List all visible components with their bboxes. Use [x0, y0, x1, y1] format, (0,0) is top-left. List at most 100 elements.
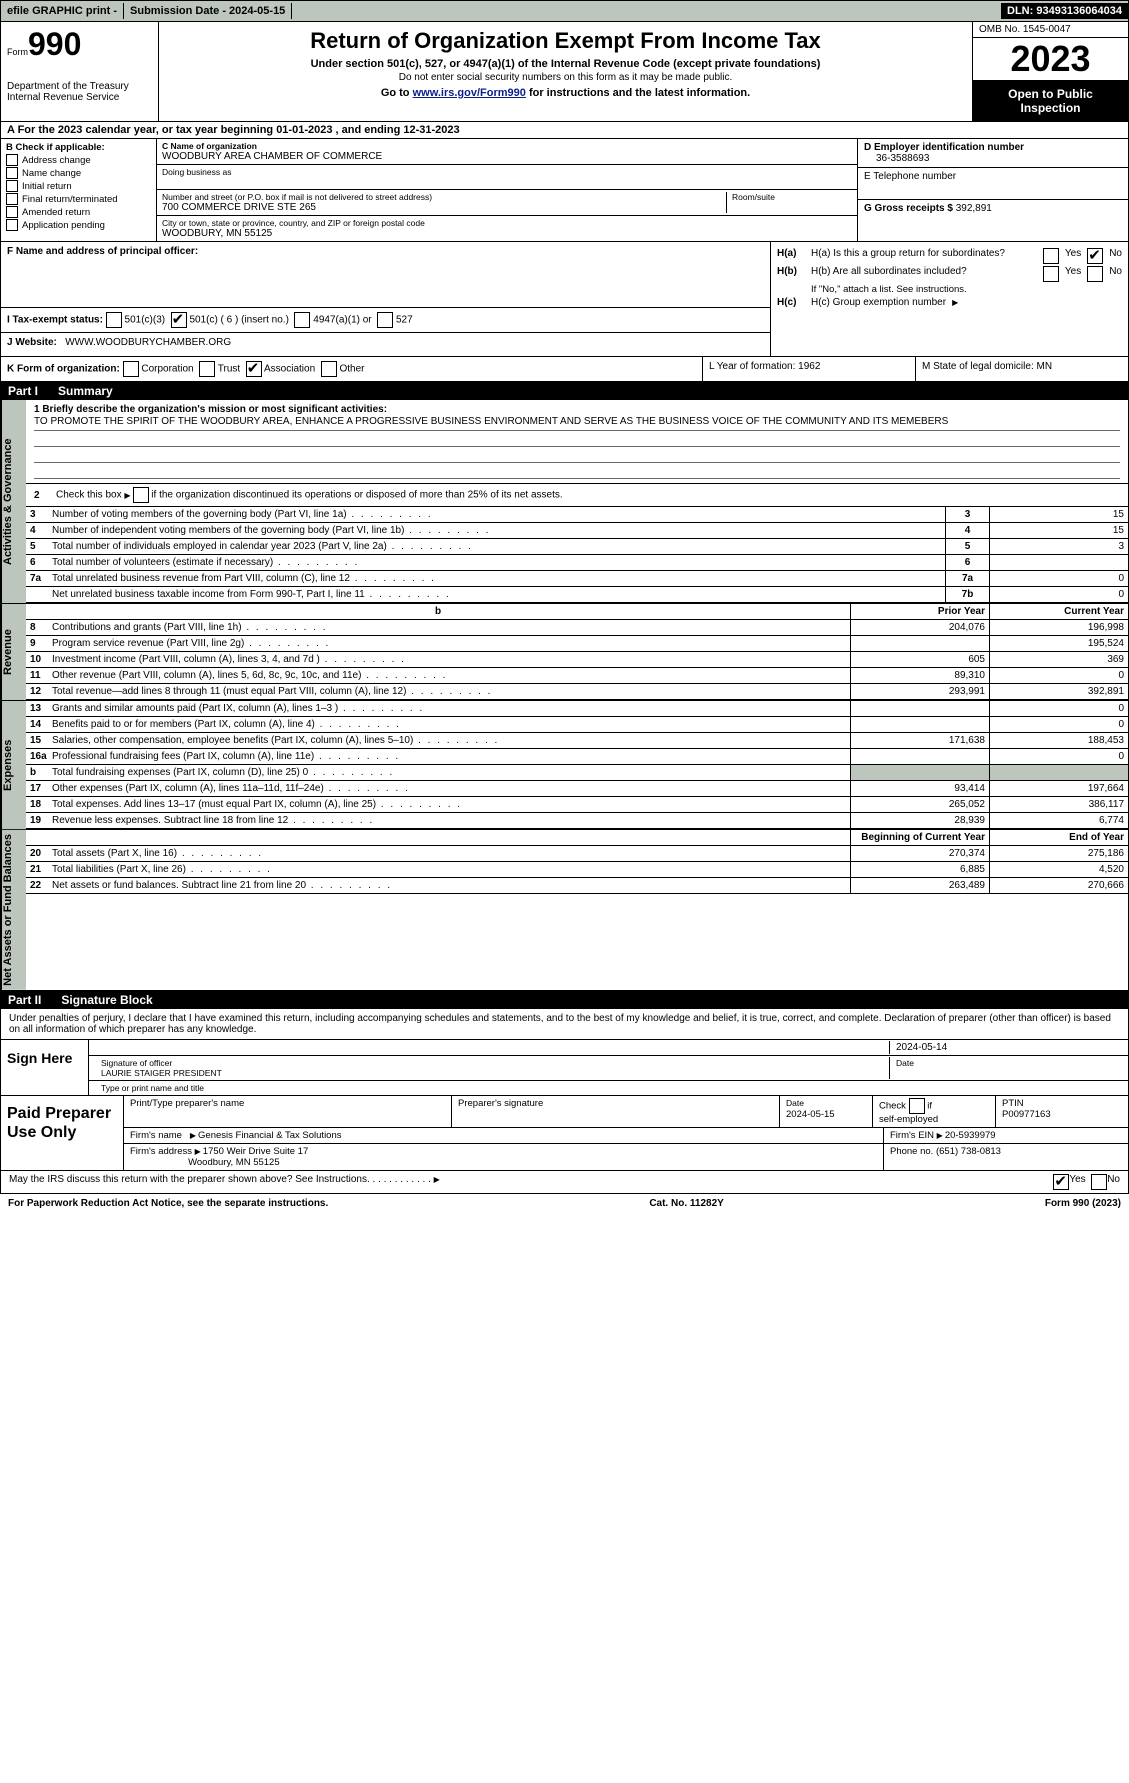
part-ii-title: Signature Block — [61, 993, 152, 1007]
paid-row-3: Firm's address 1750 Weir Drive Suite 17 … — [123, 1144, 1128, 1170]
cb-discontinued[interactable] — [133, 487, 149, 503]
firm-ein-cell: Firm's EIN 20-5939979 — [883, 1128, 1128, 1143]
omb-number: OMB No. 1545-0047 — [973, 22, 1128, 38]
expenses-body: 13Grants and similar amounts paid (Part … — [26, 701, 1128, 829]
cb-final-return[interactable]: Final return/terminated — [6, 193, 151, 205]
ha-line: H(a) H(a) Is this a group return for sub… — [777, 248, 1122, 264]
cb-address-change[interactable]: Address change — [6, 154, 151, 166]
table-row: 7aTotal unrelated business revenue from … — [26, 571, 1128, 587]
firm-addr-cell: Firm's address 1750 Weir Drive Suite 17 … — [123, 1144, 883, 1170]
cb-527[interactable] — [377, 312, 393, 328]
table-row: 4Number of independent voting members of… — [26, 523, 1128, 539]
irs-link[interactable]: www.irs.gov/Form990 — [413, 87, 526, 99]
org-name-label: C Name of organization — [162, 141, 852, 151]
hb-no[interactable] — [1087, 266, 1103, 282]
form-header: Form990 Department of the Treasury Inter… — [0, 22, 1129, 122]
hc-text: H(c) Group exemption number — [811, 297, 946, 308]
principal-officer-cell: F Name and address of principal officer:… — [1, 242, 770, 356]
j-label: J Website: — [7, 337, 57, 348]
expenses-table: 13Grants and similar amounts paid (Part … — [26, 701, 1128, 829]
col-c-org-info: C Name of organization WOODBURY AREA CHA… — [157, 139, 857, 241]
sign-here-label: Sign Here — [1, 1040, 88, 1095]
ha-text: H(a) Is this a group return for subordin… — [811, 248, 1037, 259]
table-row: 5Total number of individuals employed in… — [26, 539, 1128, 555]
goto-line: Go to www.irs.gov/Form990 for instructio… — [165, 87, 966, 99]
tel-label: E Telephone number — [864, 171, 1122, 182]
cb-501c[interactable] — [171, 312, 187, 328]
row-f-h: F Name and address of principal officer:… — [0, 242, 1129, 357]
discuss-yes[interactable] — [1053, 1174, 1069, 1190]
table-row: 19Revenue less expenses. Subtract line 1… — [26, 813, 1128, 829]
table-row: 17Other expenses (Part IX, column (A), l… — [26, 781, 1128, 797]
col-d-identifiers: D Employer identification number 36-3588… — [857, 139, 1128, 241]
cb-trust[interactable] — [199, 361, 215, 377]
table-row: 9Program service revenue (Part VIII, lin… — [26, 636, 1128, 652]
table-row: 6Total number of volunteers (estimate if… — [26, 555, 1128, 571]
addr-row: Number and street (or P.O. box if mail i… — [157, 190, 857, 216]
phone-cell: Phone no. (651) 738-0813 — [883, 1144, 1128, 1170]
revenue-table: b Prior Year Current Year 8Contributions… — [26, 604, 1128, 700]
cb-association[interactable] — [246, 361, 262, 377]
part-i-num: Part I — [8, 384, 38, 398]
discuss-row: May the IRS discuss this return with the… — [0, 1171, 1129, 1194]
ptin-cell: PTINP00977163 — [995, 1096, 1128, 1127]
table-row: Net unrelated business taxable income fr… — [26, 587, 1128, 603]
form-subtitle: Under section 501(c), 527, or 4947(a)(1)… — [165, 58, 966, 70]
hb-line: H(b) H(b) Are all subordinates included?… — [777, 266, 1122, 282]
cb-501c3[interactable] — [106, 312, 122, 328]
ha-no[interactable] — [1087, 248, 1103, 264]
discuss-no[interactable] — [1091, 1174, 1107, 1190]
net-assets-section: Net Assets or Fund Balances Beginning of… — [0, 830, 1129, 991]
table-row: 21Total liabilities (Part X, line 26)6,8… — [26, 862, 1128, 878]
ein-cell: D Employer identification number 36-3588… — [858, 139, 1128, 168]
cb-other[interactable] — [321, 361, 337, 377]
pra-notice: For Paperwork Reduction Act Notice, see … — [8, 1198, 328, 1209]
street-cell: Number and street (or P.O. box if mail i… — [162, 192, 727, 213]
i-label: I Tax-exempt status: — [7, 315, 103, 326]
website-value: WWW.WOODBURYCHAMBER.ORG — [65, 337, 231, 348]
dba-label: Doing business as — [162, 167, 852, 177]
cb-initial-return[interactable]: Initial return — [6, 180, 151, 192]
table-row: 8Contributions and grants (Part VIII, li… — [26, 620, 1128, 636]
cb-self-employed[interactable] — [909, 1098, 925, 1114]
gross-cell: G Gross receipts $ 392,891 — [858, 200, 1128, 217]
row-i: I Tax-exempt status: 501(c)(3) 501(c) ( … — [1, 307, 770, 332]
table-row: 22Net assets or fund balances. Subtract … — [26, 878, 1128, 894]
form-title: Return of Organization Exempt From Incom… — [165, 28, 966, 54]
mission-blank1 — [34, 431, 1120, 447]
prep-sig-label: Preparer's signature — [451, 1096, 779, 1127]
firm-name-cell: Firm's name Genesis Financial & Tax Solu… — [123, 1128, 883, 1143]
col-b-checkboxes: B Check if applicable: Address change Na… — [1, 139, 157, 241]
table-row: 18Total expenses. Add lines 13–17 (must … — [26, 797, 1128, 813]
line1-label: 1 Briefly describe the organization's mi… — [34, 404, 1120, 415]
discuss-text: May the IRS discuss this return with the… — [9, 1174, 1053, 1190]
mission-text: TO PROMOTE THE SPIRIT OF THE WOODBURY AR… — [34, 415, 1120, 431]
gross-value: 392,891 — [956, 203, 992, 214]
cb-amended-return[interactable]: Amended return — [6, 206, 151, 218]
hc-line: H(c) H(c) Group exemption number — [777, 297, 1122, 308]
table-row: 16aProfessional fundraising fees (Part I… — [26, 749, 1128, 765]
hb-yes[interactable] — [1043, 266, 1059, 282]
prep-date-cell: Date2024-05-15 — [779, 1096, 872, 1127]
efile-label: efile GRAPHIC print - — [1, 3, 124, 19]
cb-name-change[interactable]: Name change — [6, 167, 151, 179]
header-right: OMB No. 1545-0047 2023 Open to Public In… — [972, 22, 1128, 121]
part-ii-header: Part II Signature Block — [0, 991, 1129, 1009]
cb-4947[interactable] — [294, 312, 310, 328]
form-word: Form — [7, 47, 28, 57]
revenue-body: b Prior Year Current Year 8Contributions… — [26, 604, 1128, 700]
row-klm: K Form of organization: Corporation Trus… — [0, 357, 1129, 382]
city-value: WOODBURY, MN 55125 — [162, 228, 852, 239]
sign-here-row: Sign Here 2024-05-14 Signature of office… — [1, 1039, 1128, 1095]
self-employed-cell: Check ifself-employed — [872, 1096, 995, 1127]
ha-yes[interactable] — [1043, 248, 1059, 264]
officer-sig-cell — [95, 1041, 889, 1054]
table-row: 3Number of voting members of the governi… — [26, 507, 1128, 523]
table-row: 11Other revenue (Part VIII, column (A), … — [26, 668, 1128, 684]
cb-application-pending[interactable]: Application pending — [6, 219, 151, 231]
part-ii-num: Part II — [8, 993, 41, 1007]
table-row: 13Grants and similar amounts paid (Part … — [26, 701, 1128, 717]
cb-corporation[interactable] — [123, 361, 139, 377]
ein-value: 36-3588693 — [864, 153, 1122, 164]
officer-date: 2024-05-14 — [889, 1041, 1122, 1054]
